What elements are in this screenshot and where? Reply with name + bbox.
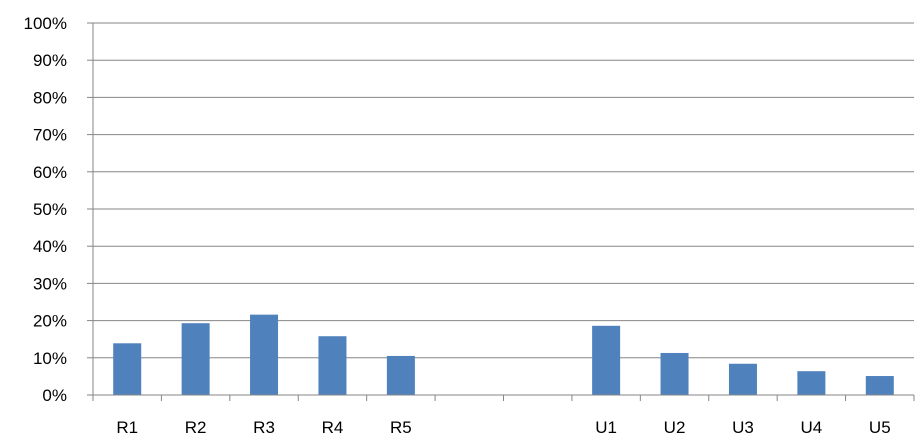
bar-r5: [386, 355, 415, 395]
y-tick-label: 90%: [33, 51, 67, 70]
x-tick-label: U3: [732, 418, 754, 437]
y-tick-label: 50%: [33, 200, 67, 219]
y-tick-label: 30%: [33, 274, 67, 293]
y-tick-label: 40%: [33, 237, 67, 256]
bar-r3: [250, 314, 279, 395]
x-tick-label: R4: [322, 418, 344, 437]
bar-r1: [113, 343, 142, 395]
x-tick-label: U1: [595, 418, 617, 437]
x-tick-label: R2: [185, 418, 207, 437]
bar-r2: [181, 323, 210, 395]
bar-u1: [592, 325, 621, 395]
bar-u5: [865, 376, 894, 395]
y-tick-label: 0%: [42, 386, 67, 405]
x-tick-label: R5: [390, 418, 412, 437]
x-axis-tick-labels: R1 R2 R3 R4 R5 U1 U2 U3 U4 U5: [116, 418, 890, 437]
x-tick-label: U4: [801, 418, 823, 437]
y-tick-label: 10%: [33, 349, 67, 368]
y-tick-label: 80%: [33, 88, 67, 107]
bar-u4: [797, 371, 826, 395]
gridlines: [93, 22, 914, 359]
x-tick-label: U2: [664, 418, 686, 437]
axes: [87, 22, 915, 401]
y-axis-tick-labels: 0% 10% 20% 30% 40% 50% 60% 70% 80% 90% 100%: [24, 14, 67, 405]
x-tick-label: R3: [253, 418, 275, 437]
y-tick-label: 70%: [33, 126, 67, 145]
bar-u3: [728, 363, 757, 395]
y-tick-label: 60%: [33, 163, 67, 182]
bar-r4: [318, 336, 347, 395]
bars: [113, 314, 894, 395]
y-tick-label: 20%: [33, 312, 67, 331]
x-tick-label: R1: [116, 418, 138, 437]
y-tick-label: 100%: [24, 14, 67, 33]
x-tick-label: U5: [869, 418, 891, 437]
bar-u2: [660, 352, 689, 395]
